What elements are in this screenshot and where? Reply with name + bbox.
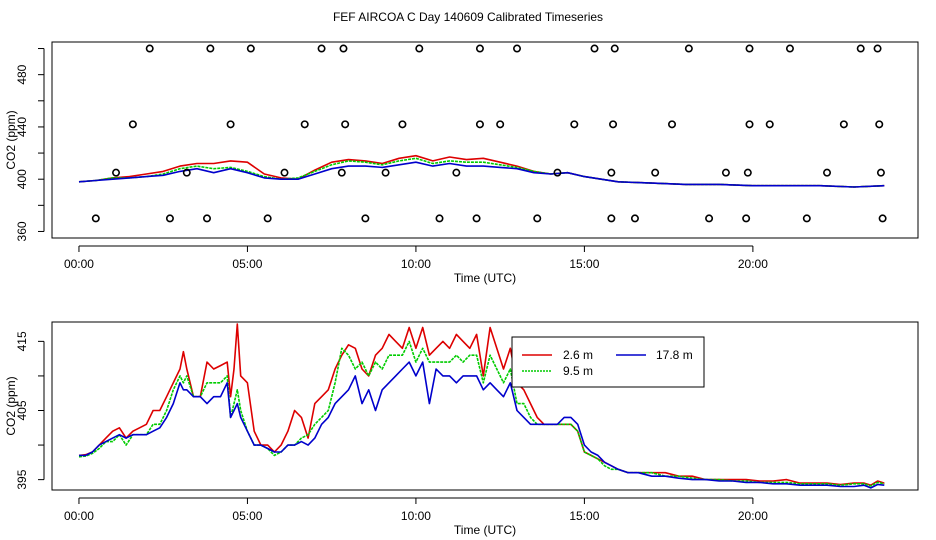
top-calibration-point [668,120,677,129]
top-calibration-point [610,44,619,53]
top-y-tick-label: 440 [15,117,29,137]
top-calibration-point [128,120,137,129]
top-x-tick-label: 05:00 [232,257,262,271]
top-calibration-point [91,214,100,223]
top-calibration-point [876,168,885,177]
bottom-y-axis-label: CO2 (ppm) [4,376,18,435]
top-calibration-point [182,168,191,177]
top-calibration-point [802,214,811,223]
top-calibration-point [226,120,235,129]
top-x-tick-label: 00:00 [64,257,94,271]
top-calibration-point [765,120,774,129]
top-series-178mm-line [78,161,885,188]
bottom-y-tick-label: 405 [15,400,29,420]
top-calibration-point [743,168,752,177]
top-calibration-point [165,214,174,223]
top-calibration-point [721,168,730,177]
top-calibration-point [513,44,522,53]
top-calibration-point [203,214,212,223]
top-calibration-point [839,120,848,129]
top-calibration-point [607,168,616,177]
bottom-y-axis: 395 405 415 [15,331,45,490]
top-calibration-point [609,120,618,129]
top-y-tick-label: 400 [15,169,29,189]
top-calibration-point [339,44,348,53]
top-calibration-point [145,44,154,53]
bottom-series-95mm-line [78,340,885,487]
legend-label-17.8m: 17.8 m [656,348,693,362]
top-calibration-point [745,44,754,53]
bottom-x-tick-label: 20:00 [738,509,768,523]
top-calibration-point [472,214,481,223]
bottom-y-tick-label: 395 [15,469,29,489]
bottom-x-axis: 00:00 05:00 10:00 15:00 20:00 [64,497,768,523]
legend-label-2.6m: 2.6 m [563,348,593,362]
top-calibration-point [337,168,346,177]
top-calibration-point [875,120,884,129]
top-calibration-point [381,168,390,177]
top-y-tick-label: 480 [15,64,29,84]
bottom-y-tick-label: 415 [15,331,29,351]
top-calibration-point [317,44,326,53]
top-calibration-point [341,120,350,129]
figure-title: FEF AIRCOA C Day 140609 Calibrated Times… [333,10,603,24]
bottom-series-26mm-line [78,323,885,487]
bottom-x-tick-label: 05:00 [232,509,262,523]
bottom-x-tick-label: 10:00 [401,509,431,523]
bottom-panel: 00:00 05:00 10:00 15:00 20:00 395 405 415 Time… [4,321,919,537]
top-calibration-point [300,120,309,129]
top-calibration-point [452,168,461,177]
top-calibration-point [684,44,693,53]
top-calibration-point [570,120,579,129]
top-y-tick-label: 360 [15,221,29,241]
top-x-axis: 00:00 05:00 10:00 15:00 20:00 [64,245,768,271]
top-calibration-point [533,214,542,223]
top-panel: 00:00 05:00 10:00 15:00 20:00 360 400 440 480 T… [4,41,919,285]
top-y-axis-label: CO2 (ppm) [4,110,18,169]
top-calibration-point [263,214,272,223]
top-plot-frame [51,41,919,239]
top-calibration-point [206,44,215,53]
top-calibration-point [246,44,255,53]
top-calibration-point [745,120,754,129]
top-calibration-point [590,44,599,53]
legend-box [511,336,705,388]
bottom-series-178mm-line [79,361,885,489]
bottom-plot-frame [51,321,919,491]
top-calibration-point [873,44,882,53]
top-calibration-point [475,120,484,129]
top-calibration-point [553,168,562,177]
top-calibration-point [651,168,660,177]
bottom-x-axis-label: Time (UTC) [454,523,516,537]
top-calibration-point [361,214,370,223]
top-x-axis-label: Time (UTC) [454,271,516,285]
legend: 2.6 m 9.5 m 17.8 m [511,336,705,388]
top-calibration-point [398,120,407,129]
top-calibration-point [112,168,121,177]
top-calibration-point [785,44,794,53]
bottom-x-tick-label: 00:00 [64,509,94,523]
top-calibration-point [630,214,639,223]
top-calibration-point [496,120,505,129]
top-calibration-point [607,214,616,223]
top-calibration-point [705,214,714,223]
top-x-tick-label: 15:00 [569,257,599,271]
top-calibration-point [856,44,865,53]
top-calibration-point [878,214,887,223]
top-plot-area [78,44,887,223]
top-calibration-point [415,44,424,53]
top-y-axis: 360 400 440 480 [15,48,45,241]
top-calibration-point [823,168,832,177]
bottom-x-tick-label: 15:00 [569,509,599,523]
legend-label-9.5m: 9.5 m [563,364,593,378]
bottom-plot-area [78,323,885,489]
top-x-tick-label: 20:00 [738,257,768,271]
top-calibration-point [742,214,751,223]
top-calibration-point [475,44,484,53]
top-calibration-point [435,214,444,223]
top-calibration-point [280,168,289,177]
top-x-tick-label: 10:00 [401,257,431,271]
